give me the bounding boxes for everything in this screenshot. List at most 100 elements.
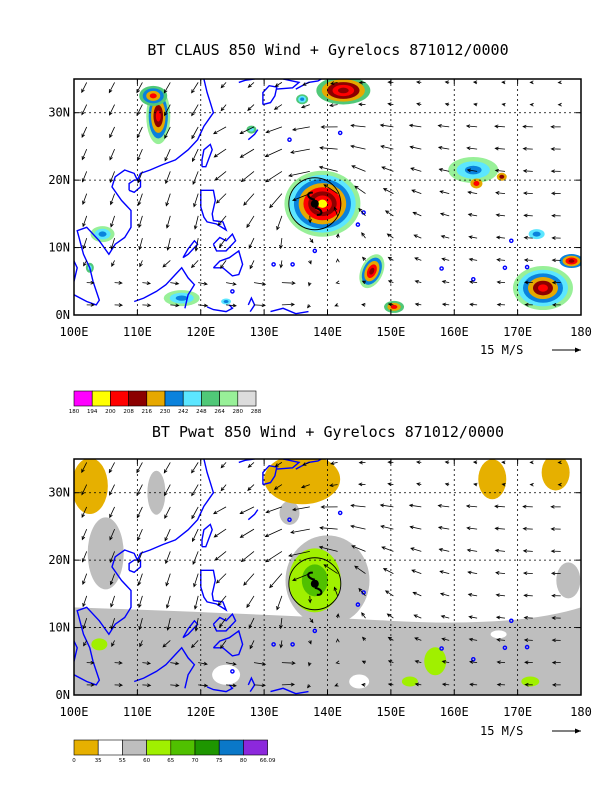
wind-vector-6 — [81, 551, 88, 563]
x-tick-label-170E: 170E — [503, 325, 532, 339]
y-tick-label-10N: 10N — [48, 241, 70, 255]
wind-vector-158 — [467, 213, 478, 217]
wind-vector-47 — [194, 238, 199, 252]
wind-vector-23 — [142, 661, 152, 665]
wind-vector-181 — [522, 191, 533, 196]
dry-northeast-1 — [478, 459, 507, 500]
wind-vector-113 — [361, 232, 366, 239]
wind-vector-121 — [387, 302, 394, 307]
wind-vector-55 — [226, 303, 237, 308]
convection-178e-3 — [568, 259, 575, 263]
dry-north-central — [264, 459, 341, 505]
wind-vector-137 — [411, 569, 422, 574]
x-tick-label-180: 180 — [570, 325, 592, 339]
wind-vector-11 — [114, 683, 124, 687]
wind-vector-38 — [165, 573, 171, 587]
wind-vector-66 — [253, 303, 266, 308]
wind-vector-29 — [137, 148, 143, 162]
wind-vector-19 — [109, 506, 115, 519]
wind-vector-45 — [198, 281, 208, 286]
wind-vector-102 — [335, 613, 340, 619]
wind-vector-50 — [192, 551, 199, 565]
wind-vector-82 — [269, 193, 283, 209]
x-tick-label-120E: 120E — [186, 705, 215, 719]
colorbar-label-4: 216 — [142, 409, 153, 415]
wind-vector-135 — [413, 234, 422, 239]
wind-vector-46 — [190, 640, 199, 649]
colorbar-label-0: 180 — [69, 409, 80, 415]
convection-136e-2 — [300, 97, 305, 101]
coastline-segment-12 — [206, 304, 234, 313]
wind-vector-167 — [496, 638, 506, 642]
wind-vector-95 — [290, 528, 310, 534]
wind-vector-45 — [198, 661, 208, 666]
wind-vector-30 — [136, 506, 143, 519]
wind-vector-134 — [414, 637, 422, 641]
colorbar-label-7: 80 — [240, 758, 247, 764]
wind-vector-81 — [276, 215, 283, 231]
wind-vector-171 — [494, 168, 506, 173]
wind-vector-22 — [142, 303, 152, 308]
wind-vector-120 — [358, 460, 366, 465]
colorbar-label-10: 288 — [251, 409, 262, 415]
wind-vector-94 — [288, 551, 310, 558]
wind-vector-32 — [136, 82, 143, 94]
wind-vector-164 — [472, 80, 478, 85]
wind-vector-61 — [214, 171, 227, 181]
wind-vector-49 — [193, 573, 199, 588]
wind-vector-64 — [220, 484, 227, 492]
top-gridlines — [74, 79, 581, 315]
wind-vector-153 — [444, 460, 450, 465]
wind-vector-143 — [441, 302, 450, 307]
wind-vector-176 — [524, 682, 533, 687]
convection-124e-1 — [223, 300, 229, 304]
wind-vector-48 — [193, 595, 199, 610]
wind-vector-147 — [439, 592, 450, 597]
coastline-segment-4 — [201, 523, 213, 548]
y-tick-label-20N: 20N — [48, 173, 70, 187]
wind-vector-183 — [522, 526, 533, 531]
y-tick-label-0N: 0N — [56, 688, 70, 702]
wind-vector-95 — [290, 148, 310, 154]
wind-vector-52 — [191, 506, 199, 520]
wind-vector-166 — [496, 660, 506, 665]
wind-vector-34 — [170, 281, 180, 286]
wind-vector-163 — [473, 102, 478, 107]
wind-vector-192 — [550, 571, 561, 576]
wind-vector-130 — [387, 482, 394, 487]
wind-vector-2 — [83, 260, 88, 267]
bottom-x-ticks: 100E 110E 120E 130E 140E 150E 160E 170E 180 — [60, 459, 592, 719]
wind-vector-187 — [551, 683, 561, 687]
wind-vector-5 — [82, 193, 88, 205]
x-tick-label-120E: 120E — [186, 325, 215, 339]
wind-vector-110 — [361, 302, 366, 307]
wind-vector-196 — [557, 102, 562, 107]
wind-vector-160 — [466, 548, 478, 553]
wind-vector-89 — [307, 282, 312, 287]
x-tick-label-110E: 110E — [123, 325, 152, 339]
wind-vector-14 — [110, 617, 115, 630]
wind-vector-162 — [465, 124, 478, 129]
wind-vector-173 — [494, 124, 506, 129]
wind-vector-126 — [382, 188, 394, 194]
top-coastlines — [74, 79, 530, 315]
wind-vector-46 — [190, 260, 199, 269]
wind-vector-163 — [473, 482, 478, 487]
wind-vector-27 — [137, 193, 143, 206]
wind-vector-91 — [309, 617, 314, 624]
wind-vector-3 — [82, 617, 88, 630]
top-colorbar: 180 194 200 208 216 230 242 248 264 280 288 — [69, 390, 262, 415]
wind-vector-159 — [467, 190, 478, 195]
wind-vector-182 — [522, 549, 533, 553]
coastline-segment-7 — [212, 612, 237, 632]
wind-vector-16 — [109, 193, 115, 206]
wind-vector-69 — [248, 237, 255, 249]
wind-vector-148 — [439, 190, 450, 194]
wind-vector-33 — [170, 303, 180, 308]
wind-vector-59 — [217, 215, 227, 226]
wind-vector-120 — [358, 80, 366, 85]
wind-vector-54 — [191, 82, 199, 94]
wind-vector-129 — [379, 123, 394, 128]
wind-vector-103 — [333, 206, 338, 217]
convection-167e-core-1 — [499, 174, 505, 179]
